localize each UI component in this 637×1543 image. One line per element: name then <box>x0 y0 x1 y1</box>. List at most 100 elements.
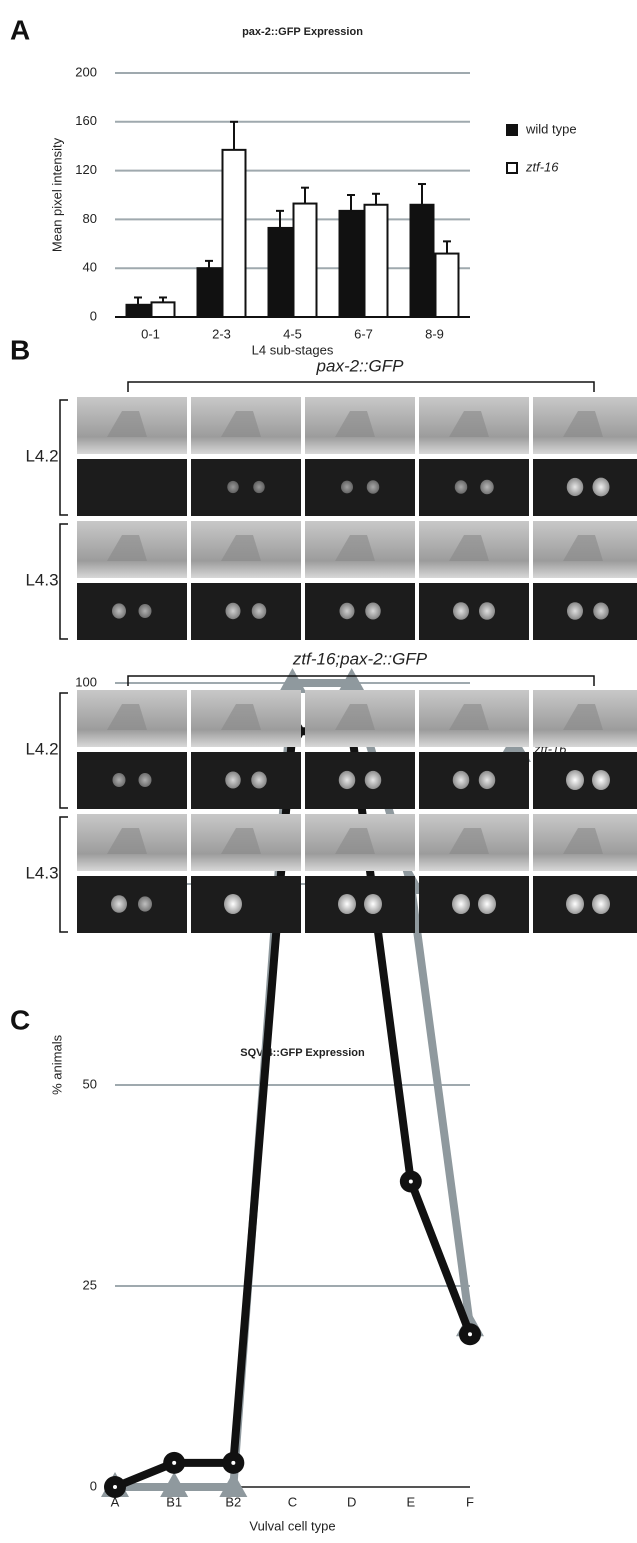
gfp-spot <box>453 602 469 620</box>
chart-title: SQV-4::GFP Expression <box>240 1047 365 1059</box>
bar <box>338 209 364 318</box>
bar <box>409 203 435 318</box>
side-bracket <box>59 523 68 640</box>
y-tick-label: 40 <box>83 260 97 275</box>
y-tick-label: 120 <box>75 162 97 177</box>
gfp-spot <box>225 602 241 620</box>
side-bracket <box>59 399 68 516</box>
legend-swatch <box>506 124 518 136</box>
gfp-spot <box>227 480 239 494</box>
gfp-image <box>191 583 301 640</box>
gfp-spot <box>454 480 468 494</box>
gfp-image <box>419 459 529 516</box>
marker <box>219 1472 248 1497</box>
row-label: L4.3 <box>25 570 58 589</box>
gfp-image <box>305 459 415 516</box>
gfp-spot <box>111 895 127 913</box>
row-label: L4.2 <box>25 739 58 758</box>
panel-label: B <box>10 334 30 365</box>
group-title: ztf-16;pax-2::GFP <box>292 649 428 668</box>
legend-swatch <box>506 162 518 174</box>
x-tick-label: 0-1 <box>141 326 160 341</box>
gfp-spot <box>452 894 470 914</box>
gfp-image <box>191 752 301 809</box>
gfp-spot <box>567 602 583 620</box>
gfp-spot <box>566 477 584 497</box>
bar <box>125 303 151 318</box>
bar <box>150 301 176 318</box>
vulva-shape <box>335 828 375 854</box>
gfp-image <box>305 752 415 809</box>
gfp-spot <box>480 479 494 495</box>
gfp-image <box>191 876 301 933</box>
gfp-spot <box>365 602 381 620</box>
vulva-shape <box>335 535 375 561</box>
gfp-spot <box>592 894 610 914</box>
vulva-shape <box>107 828 147 854</box>
marker <box>278 668 307 693</box>
y-axis-label: % animals <box>49 1034 64 1094</box>
bar <box>196 267 222 319</box>
bar <box>267 226 293 318</box>
gfp-spot <box>479 602 495 620</box>
legend-label: wild type <box>525 121 577 136</box>
gfp-image <box>533 459 637 516</box>
vulva-shape <box>563 411 603 437</box>
gfp-image <box>305 583 415 640</box>
y-tick-label: 100 <box>75 674 97 689</box>
gfp-spot <box>478 894 496 914</box>
vulva-shape <box>107 535 147 561</box>
gfp-spot <box>251 603 267 619</box>
gfp-spot <box>253 480 265 494</box>
x-tick-label: D <box>347 1494 356 1509</box>
gfp-spot <box>566 894 584 914</box>
x-tick-label: 8-9 <box>425 326 444 341</box>
panel-label: C <box>10 1004 30 1035</box>
gfp-image <box>419 752 529 809</box>
gfp-spot <box>592 770 610 790</box>
side-bracket <box>59 692 68 809</box>
x-tick-label: C <box>288 1494 297 1509</box>
vulva-shape <box>449 411 489 437</box>
legend-label: ztf-16 <box>525 159 559 174</box>
gfp-spot <box>452 770 470 790</box>
vulva-shape <box>107 411 147 437</box>
vulva-shape <box>449 828 489 854</box>
y-axis-label: Mean pixel intensity <box>49 137 64 252</box>
chart-title: pax-2::GFP Expression <box>242 26 363 38</box>
gfp-spot <box>112 603 126 619</box>
gfp-image <box>305 876 415 933</box>
y-tick-label: 0 <box>90 308 97 323</box>
gfp-image <box>533 752 637 809</box>
gfp-image <box>77 459 187 516</box>
bracket <box>127 675 595 686</box>
gfp-spot <box>364 770 382 790</box>
vulva-shape <box>335 411 375 437</box>
y-tick-label: 25 <box>83 1277 97 1292</box>
gfp-spot <box>251 771 267 789</box>
x-tick-label: B2 <box>225 1494 241 1509</box>
marker <box>337 668 366 693</box>
x-tick-label: 2-3 <box>212 326 231 341</box>
vulva-shape <box>563 535 603 561</box>
vulva-shape <box>221 828 261 854</box>
gfp-spot <box>338 770 356 790</box>
gfp-image <box>419 583 529 640</box>
group-title: pax-2::GFP <box>316 356 405 375</box>
vulva-shape <box>221 411 261 437</box>
marker-dot <box>408 1179 413 1184</box>
vulva-shape <box>563 704 603 730</box>
bar <box>363 203 389 318</box>
gfp-spot <box>364 894 382 914</box>
gfp-image <box>533 583 637 640</box>
y-tick-label: 50 <box>83 1076 97 1091</box>
gfp-spot <box>478 770 496 790</box>
bracket <box>127 381 595 392</box>
x-axis-label: L4 sub-stages <box>252 342 334 357</box>
gfp-image <box>191 459 301 516</box>
vulva-shape <box>221 704 261 730</box>
x-tick-label: A <box>111 1494 120 1509</box>
gfp-image <box>419 876 529 933</box>
bar <box>221 148 247 318</box>
